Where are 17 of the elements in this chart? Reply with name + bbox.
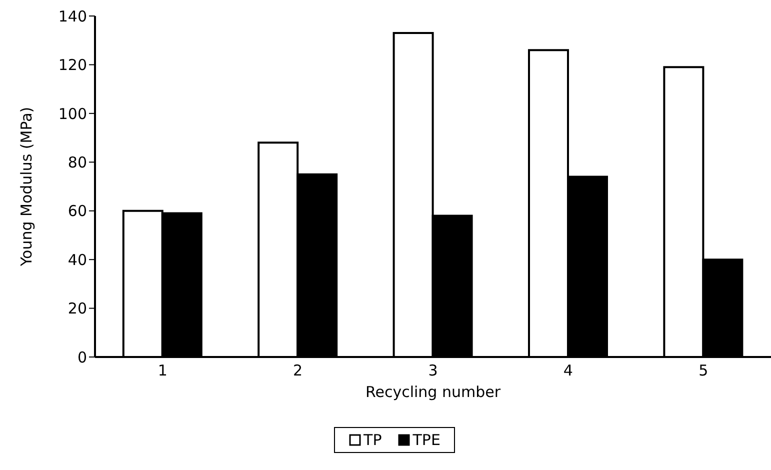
y-tick-label: 40 xyxy=(68,250,87,269)
x-tick-label: 2 xyxy=(293,362,303,380)
y-tick-label: 100 xyxy=(58,104,87,123)
y-tick-label: 60 xyxy=(68,202,87,220)
y-tick-label: 140 xyxy=(58,7,87,26)
x-tick-label: 1 xyxy=(158,362,168,380)
y-tick-label: 0 xyxy=(77,348,87,366)
y-axis-title: Young Modulus (MPa) xyxy=(17,106,36,268)
x-tick-label: 4 xyxy=(563,362,573,380)
y-tick-label: 80 xyxy=(68,153,87,172)
x-tick-label: 5 xyxy=(698,362,708,380)
legend-label: TP xyxy=(364,431,382,449)
x-axis-title: Recycling number xyxy=(365,383,502,401)
legend-label: TPE xyxy=(412,431,440,449)
y-tick-label: 20 xyxy=(68,300,87,318)
x-tick-label: 3 xyxy=(428,362,438,380)
y-tick-label: 120 xyxy=(58,56,87,74)
